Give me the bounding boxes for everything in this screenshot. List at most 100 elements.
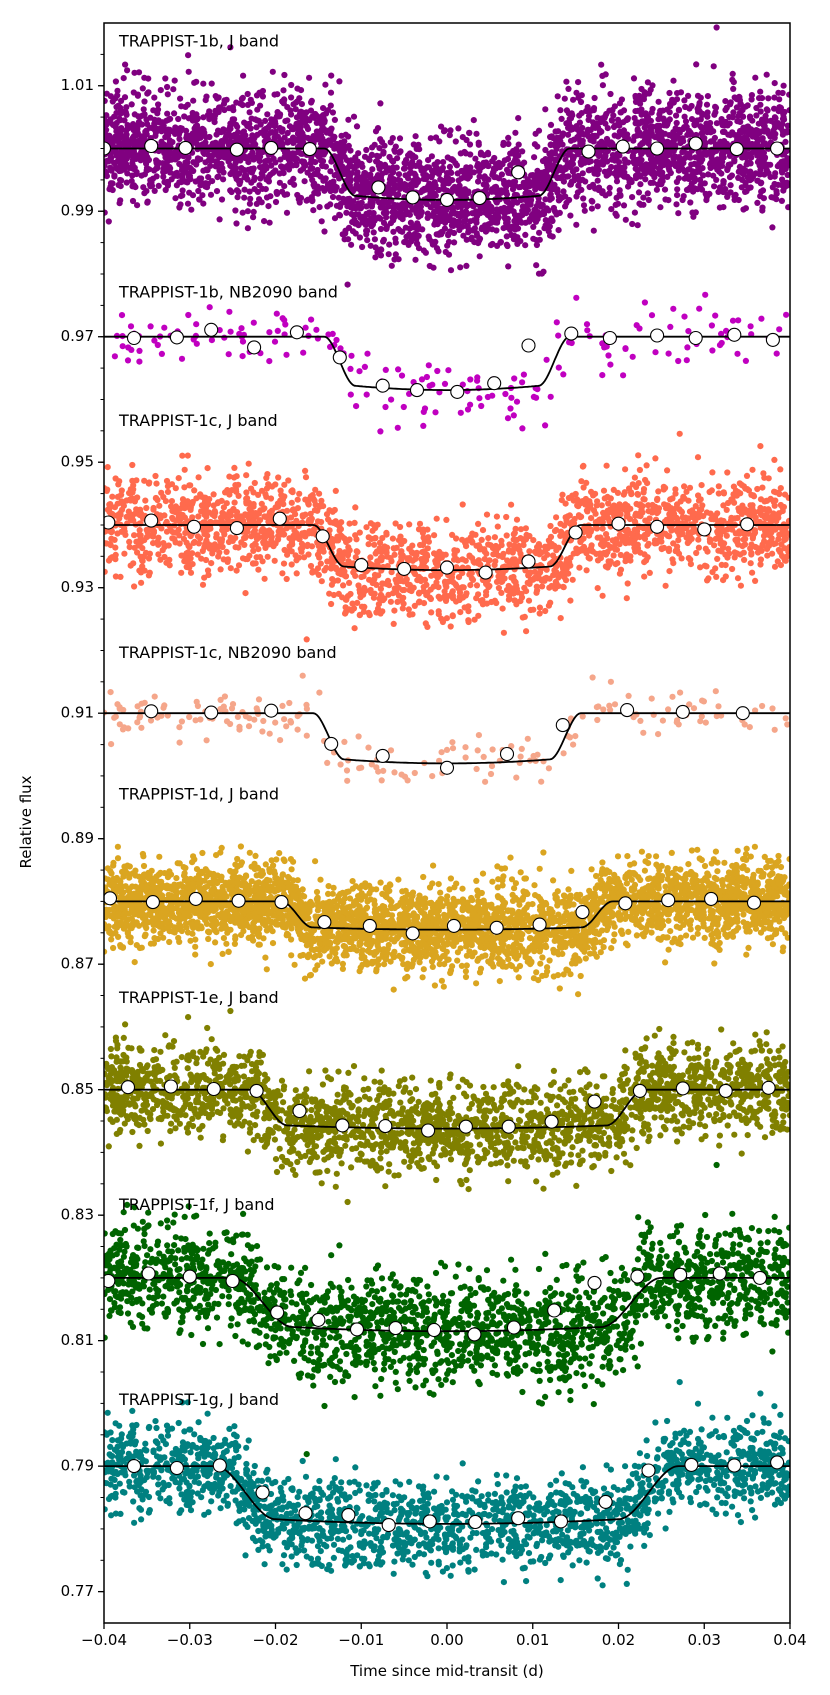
data-point (473, 130, 480, 137)
data-point (157, 87, 164, 94)
data-point (296, 199, 303, 206)
data-point (754, 199, 761, 206)
data-point (162, 75, 169, 82)
data-point (466, 129, 473, 137)
data-point (341, 153, 348, 160)
data-point (353, 123, 361, 130)
data-point (191, 487, 198, 494)
data-point (484, 222, 491, 229)
data-point (401, 586, 408, 594)
data-point (181, 466, 188, 473)
data-point (235, 562, 243, 569)
data-point (753, 104, 760, 112)
data-point (368, 223, 375, 230)
data-point (364, 237, 371, 244)
data-point (554, 174, 561, 182)
data-point (377, 428, 384, 435)
data-point (488, 204, 495, 211)
data-point (624, 131, 631, 138)
data-point (666, 132, 673, 139)
data-point (342, 227, 349, 234)
data-point (681, 483, 688, 490)
data-point (781, 108, 788, 116)
data-point (759, 128, 766, 135)
data-point (597, 119, 604, 126)
data-point (350, 113, 358, 120)
data-point (332, 487, 339, 494)
data-point (547, 393, 554, 400)
data-point (288, 561, 295, 568)
data-point (412, 256, 419, 263)
data-point (726, 174, 734, 181)
data-point (576, 112, 583, 119)
data-point (691, 122, 698, 129)
data-point (781, 180, 788, 187)
data-point (775, 108, 782, 115)
data-point (323, 110, 330, 117)
data-point (646, 569, 653, 577)
data-point (576, 119, 584, 126)
data-point (524, 207, 532, 214)
data-point (557, 615, 564, 622)
data-point (677, 89, 685, 96)
data-point (367, 242, 374, 249)
data-point (189, 192, 197, 199)
data-point (707, 119, 714, 127)
data-point (736, 109, 743, 116)
data-point (239, 353, 246, 360)
data-point (266, 358, 273, 365)
data-point (122, 109, 129, 116)
data-point (638, 85, 645, 93)
data-point (503, 198, 510, 205)
data-point (450, 229, 458, 237)
data-point (423, 373, 430, 381)
data-point (116, 200, 123, 207)
data-point (720, 178, 727, 185)
data-point (647, 156, 655, 163)
data-point (588, 205, 596, 212)
data-point (525, 597, 533, 604)
data-point (629, 194, 636, 201)
data-point (271, 338, 279, 345)
data-point (568, 339, 575, 347)
data-point (670, 77, 677, 84)
data-point (302, 467, 309, 474)
data-point (704, 577, 711, 584)
data-point (289, 150, 296, 157)
data-point (147, 114, 154, 121)
data-point (636, 325, 643, 332)
data-point (351, 625, 358, 632)
data-point (425, 164, 433, 171)
data-point (461, 148, 468, 156)
data-point (362, 173, 369, 180)
data-point (215, 173, 222, 180)
data-point (510, 208, 517, 215)
data-point (415, 213, 422, 220)
data-point (396, 135, 404, 142)
data-point (535, 202, 542, 209)
data-point (499, 605, 506, 612)
data-point (141, 111, 148, 118)
data-point (773, 196, 780, 203)
data-point (141, 171, 148, 178)
data-point (507, 405, 514, 412)
data-point (526, 218, 533, 225)
data-point (485, 176, 492, 183)
data-point (620, 372, 627, 379)
data-point (390, 228, 397, 235)
data-point (635, 189, 643, 196)
data-point (563, 173, 571, 180)
data-point (158, 128, 165, 135)
data-point (650, 179, 657, 186)
data-point (128, 101, 135, 108)
data-point (605, 352, 612, 359)
data-point (259, 87, 266, 95)
data-point (730, 85, 737, 92)
data-point (392, 239, 399, 246)
data-point (685, 127, 693, 134)
data-point (197, 134, 204, 141)
data-point (440, 159, 447, 166)
data-point (291, 181, 298, 188)
data-point (329, 109, 336, 116)
data-point (590, 119, 597, 126)
